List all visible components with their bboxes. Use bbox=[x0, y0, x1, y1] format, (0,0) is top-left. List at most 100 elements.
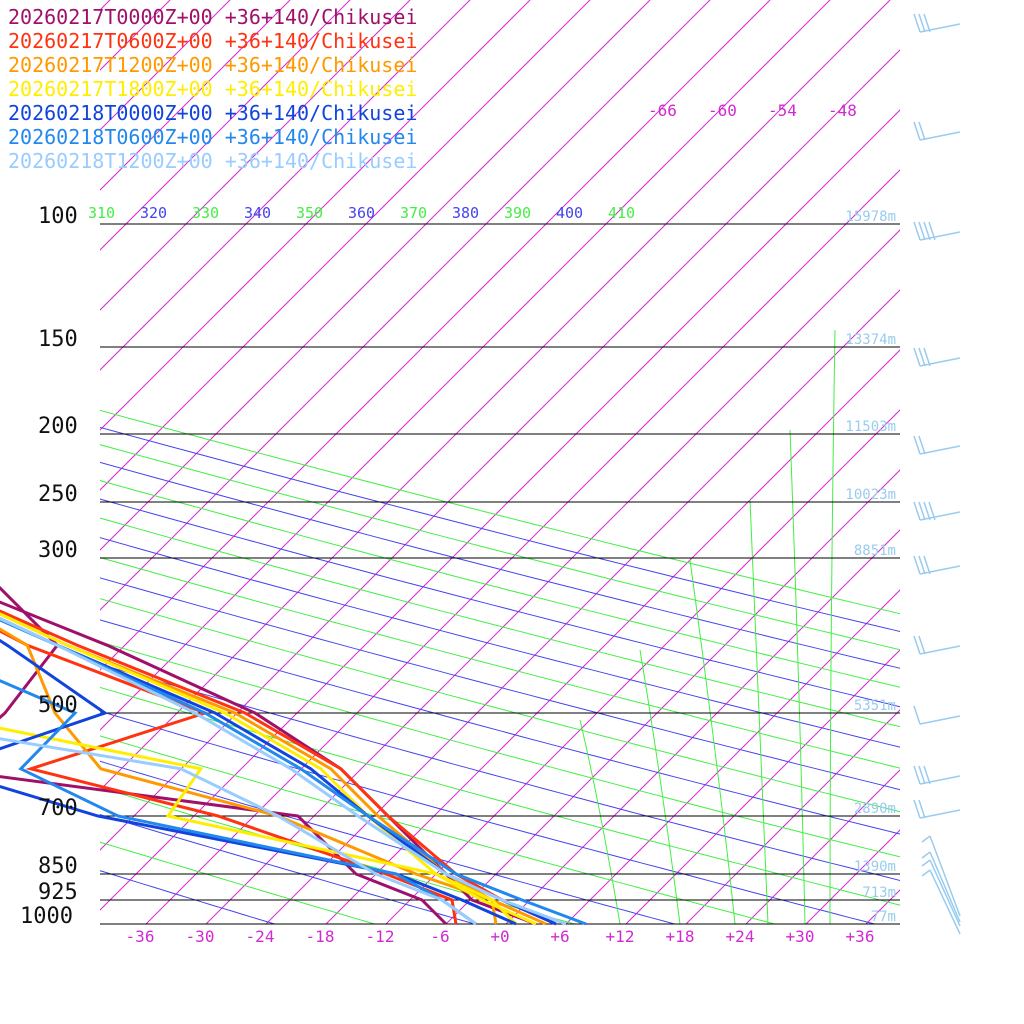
isotherm-line bbox=[100, 0, 171, 71]
barb-flag bbox=[923, 347, 931, 367]
theta-label: 310 bbox=[88, 204, 115, 222]
wind-barb bbox=[921, 851, 961, 923]
pressure-label: 200 bbox=[38, 414, 78, 439]
height-label: 10023m bbox=[845, 487, 896, 503]
barb-flag bbox=[918, 765, 926, 785]
isotherm-label: -54 bbox=[768, 101, 797, 120]
x-tick-label: +36 bbox=[846, 927, 875, 946]
dewpoint-line bbox=[0, 726, 518, 926]
pressure-label: 500 bbox=[38, 693, 78, 718]
barb-staff bbox=[919, 357, 961, 367]
barb-flag bbox=[918, 501, 926, 521]
x-tick-label: +12 bbox=[606, 927, 635, 946]
dry-adiabat bbox=[100, 537, 900, 748]
wind-barb bbox=[921, 859, 961, 927]
x-tick-label: -24 bbox=[246, 927, 275, 946]
barb-flag bbox=[913, 765, 921, 785]
isotherm-line bbox=[100, 0, 891, 791]
isotherm-label: -60 bbox=[708, 101, 737, 120]
pressure-label: 925 bbox=[38, 880, 78, 905]
pressure-label: 850 bbox=[38, 854, 78, 879]
x-tick-label: -6 bbox=[430, 927, 449, 946]
legend-entry: 20260218T1200Z+00 +36+140/Chikusei bbox=[8, 149, 417, 173]
barb-flag bbox=[918, 635, 926, 655]
theta-label: 380 bbox=[452, 204, 479, 222]
height-label: 5351m bbox=[854, 698, 896, 714]
legend-entry: 20260217T1200Z+00 +36+140/Chikusei bbox=[8, 53, 417, 77]
theta-label: 360 bbox=[348, 204, 375, 222]
x-tick-label: -12 bbox=[366, 927, 395, 946]
barb-flag bbox=[913, 555, 921, 575]
temperature-line bbox=[0, 612, 537, 926]
isotherm-line bbox=[325, 349, 900, 924]
theta-label: 340 bbox=[244, 204, 271, 222]
dry-adiabat bbox=[100, 426, 900, 633]
sounding-profiles bbox=[0, 585, 587, 926]
x-tick-label: -30 bbox=[186, 927, 215, 946]
barb-flag bbox=[923, 765, 931, 785]
barb-flag bbox=[913, 501, 921, 521]
isotherm-line bbox=[265, 289, 900, 924]
legend-entry: 20260217T1800Z+00 +36+140/Chikusei bbox=[8, 77, 417, 101]
isotherm-line bbox=[100, 0, 411, 311]
height-label: 77m bbox=[871, 909, 896, 925]
barb-flag bbox=[913, 799, 921, 819]
x-tick-label: +6 bbox=[550, 927, 569, 946]
dewpoint-line bbox=[0, 629, 458, 925]
isotherm-line bbox=[445, 469, 900, 924]
isotherm-line bbox=[100, 0, 771, 671]
isotherm-line bbox=[625, 649, 900, 924]
barb-staff bbox=[919, 445, 961, 455]
theta-label: 390 bbox=[504, 204, 531, 222]
height-label: 11503m bbox=[845, 419, 896, 435]
isotherm-line bbox=[805, 829, 900, 924]
isotherm-line bbox=[100, 0, 651, 551]
isotherm-line bbox=[100, 0, 591, 491]
dry-adiabat-lines bbox=[100, 409, 900, 924]
theta-label: 410 bbox=[608, 204, 635, 222]
dry-adiabat bbox=[100, 735, 817, 924]
x-tick-label: +18 bbox=[666, 927, 695, 946]
isotherm-line bbox=[100, 0, 351, 251]
barb-flag bbox=[918, 435, 926, 455]
isotherm-line bbox=[205, 229, 900, 924]
barb-flag bbox=[918, 121, 926, 141]
height-label: 2890m bbox=[854, 801, 896, 817]
barb-flag bbox=[928, 221, 936, 241]
barb-flag bbox=[913, 13, 921, 33]
barb-flag bbox=[928, 501, 936, 521]
temperature-line bbox=[0, 616, 567, 926]
isotherm-line bbox=[100, 0, 471, 371]
isotherm-label: -66 bbox=[648, 101, 677, 120]
legend-entry: 20260217T0600Z+00 +36+140/Chikusei bbox=[8, 29, 417, 53]
pressure-label: 1000 bbox=[20, 904, 73, 929]
isotherm-line bbox=[565, 589, 900, 924]
legend-entry: 20260217T0000Z+00 +36+140/Chikusei bbox=[8, 5, 417, 29]
isotherm-line bbox=[926, 0, 1024, 924]
wind-barb bbox=[913, 765, 961, 785]
barb-staff bbox=[919, 565, 961, 575]
height-label: 15978m bbox=[845, 209, 896, 225]
theta-label: 370 bbox=[400, 204, 427, 222]
barb-flag bbox=[913, 635, 921, 655]
barb-staff bbox=[919, 511, 961, 521]
legend: 20260217T0000Z+00 +36+140/Chikusei202602… bbox=[8, 5, 417, 173]
moist-adiabat-lines bbox=[579, 329, 836, 924]
wind-barb bbox=[913, 13, 961, 33]
height-label: 8851m bbox=[854, 543, 896, 559]
dewpoint-line bbox=[0, 737, 477, 926]
pressure-label: 250 bbox=[38, 482, 78, 507]
isotherm-line bbox=[100, 0, 111, 11]
dry-adiabat bbox=[100, 710, 900, 924]
dry-adiabat bbox=[100, 814, 513, 924]
isotherm-line bbox=[986, 0, 1024, 924]
isotherm-line bbox=[145, 169, 900, 924]
wind-barb bbox=[913, 221, 961, 241]
barb-flag bbox=[918, 13, 926, 33]
wind-barb bbox=[913, 705, 961, 725]
wind-barb bbox=[913, 555, 961, 575]
wind-barbs bbox=[913, 13, 961, 935]
isotherm-line bbox=[100, 0, 711, 611]
x-tick-label: +24 bbox=[726, 927, 755, 946]
